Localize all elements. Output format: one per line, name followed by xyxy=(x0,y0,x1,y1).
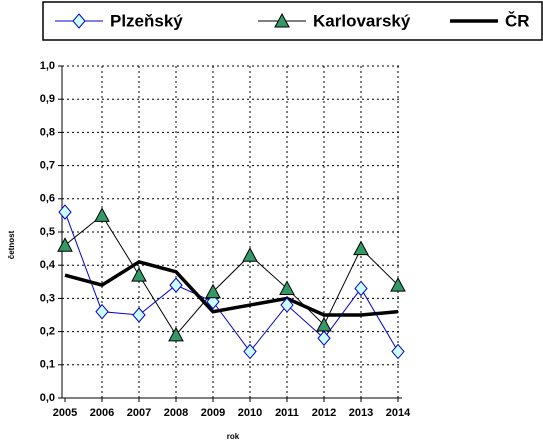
x-tick-label: 2012 xyxy=(312,407,336,419)
point xyxy=(243,343,257,360)
point xyxy=(242,247,258,262)
x-tick-label: 2007 xyxy=(127,407,151,419)
point xyxy=(317,330,331,347)
y-tick-label: 0,8 xyxy=(40,126,55,138)
legend-label: ČR xyxy=(505,11,530,30)
series-line xyxy=(64,214,399,336)
x-tick-label: 2009 xyxy=(201,407,225,419)
point xyxy=(280,297,294,313)
x-tick-label: 2013 xyxy=(349,407,373,419)
x-tick-label: 2011 xyxy=(275,407,299,419)
legend-label: Karlovarský xyxy=(313,11,411,30)
y-tick-label: 0,9 xyxy=(40,93,55,105)
point xyxy=(58,204,72,220)
x-tick-label: 2008 xyxy=(164,407,188,419)
x-tick-label: 2006 xyxy=(90,407,114,419)
point xyxy=(57,237,73,252)
point xyxy=(131,267,147,282)
y-axis-title: četnost xyxy=(7,230,16,259)
y-tick-label: 0,2 xyxy=(40,326,55,338)
x-tick-label: 2005 xyxy=(53,407,77,419)
point xyxy=(353,240,369,256)
point xyxy=(390,277,406,292)
y-tick-label: 0,3 xyxy=(40,292,55,304)
y-tick-label: 1,0 xyxy=(40,60,55,72)
series-line xyxy=(64,259,399,317)
point xyxy=(205,283,221,299)
legend-label: Plzeňský xyxy=(110,11,183,30)
y-tick-label: 0,7 xyxy=(40,160,55,172)
point xyxy=(168,326,184,342)
y-tick-label: 0,4 xyxy=(40,259,56,271)
x-tick-label: 2010 xyxy=(238,407,262,419)
point xyxy=(94,207,110,222)
y-tick-label: 0,5 xyxy=(40,226,55,238)
y-tick-label: 0,0 xyxy=(40,392,55,404)
point xyxy=(279,280,295,295)
x-tick-label: 2014 xyxy=(386,407,411,419)
y-tick-label: 0,6 xyxy=(40,193,55,205)
series-line xyxy=(64,211,399,353)
point xyxy=(391,343,405,360)
y-tick-label: 0,1 xyxy=(40,359,55,371)
point xyxy=(169,277,183,293)
point xyxy=(95,303,109,320)
point xyxy=(132,307,146,323)
point xyxy=(316,316,332,332)
point xyxy=(354,280,368,297)
legend-marker xyxy=(274,12,290,28)
legend-marker xyxy=(72,13,86,29)
x-axis-title: rok xyxy=(227,432,240,441)
